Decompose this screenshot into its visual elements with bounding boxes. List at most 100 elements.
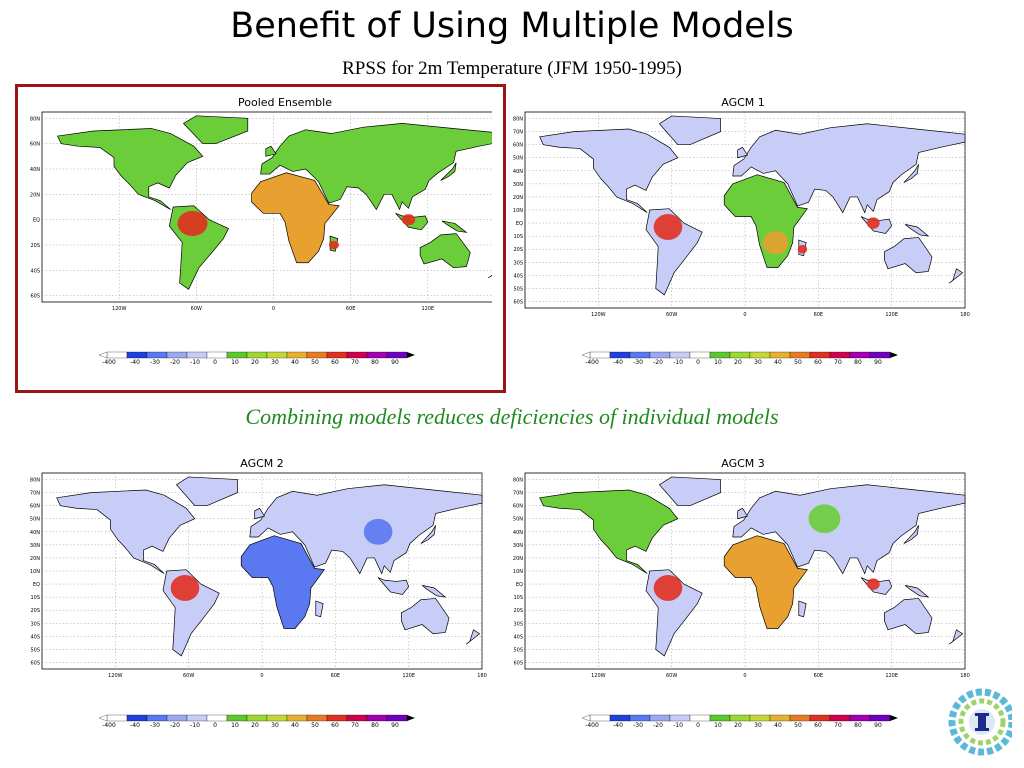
colorbar-label: 10 xyxy=(231,359,239,366)
lon-tick-label: 60E xyxy=(814,312,824,318)
uk-landmass xyxy=(254,507,265,520)
lat-tick-label: 50S xyxy=(513,647,523,653)
lon-tick-label: 0 xyxy=(260,673,263,679)
colorbar-swatch xyxy=(126,351,148,359)
lat-tick-label: 10S xyxy=(513,595,523,601)
colorbar-label: 30 xyxy=(271,722,279,729)
lat-tick-label: 60S xyxy=(30,660,40,666)
colorbar-swatch xyxy=(186,351,208,359)
japan-landmass xyxy=(420,525,436,544)
colorbar-swatch xyxy=(206,351,228,359)
colorbar-swatch xyxy=(749,714,771,722)
colorbar-swatch xyxy=(669,351,691,359)
colorbar-label: -400 xyxy=(585,722,599,729)
lon-tick-label: 180 xyxy=(477,673,487,679)
lon-tick-label: 60W xyxy=(666,673,677,679)
colorbar-swatch xyxy=(689,714,711,722)
colorbar-swatch xyxy=(589,351,611,359)
colorbar-label: -40 xyxy=(130,722,140,729)
skill-patch xyxy=(363,518,393,545)
land-masses xyxy=(56,476,483,657)
colorbar-swatch xyxy=(286,714,308,722)
lat-tick-label: 60S xyxy=(513,660,523,666)
lat-tick-label: 10S xyxy=(30,595,40,601)
colorbar-label: 0 xyxy=(213,359,217,366)
colorbar-swatch xyxy=(306,714,328,722)
lon-tick-label: 0 xyxy=(743,673,746,679)
colorbar-label: 30 xyxy=(271,359,279,366)
colorbar-swatch xyxy=(366,714,388,722)
colorbar-label: -10 xyxy=(190,359,200,366)
colorbar-label: 80 xyxy=(371,722,379,729)
lat-tick-label: 30N xyxy=(513,182,523,188)
north-america-landmass xyxy=(539,128,679,213)
skill-patch xyxy=(170,575,200,601)
colorbar-swatch xyxy=(186,714,208,722)
panel-title: Pooled Ensemble xyxy=(238,96,332,109)
colorbar-label: 90 xyxy=(874,722,882,729)
colorbar-label: 40 xyxy=(774,359,782,366)
skill-patch xyxy=(653,575,683,601)
lat-tick-label: 40N xyxy=(513,169,523,175)
colorbar-label: 80 xyxy=(854,359,862,366)
colorbar-label: 70 xyxy=(351,722,359,729)
institution-logo xyxy=(948,688,1012,756)
lat-tick-label: 60S xyxy=(513,299,523,305)
skill-patch xyxy=(177,210,208,237)
lat-tick-label: 80N xyxy=(513,478,523,484)
colorbar-swatch xyxy=(809,351,831,359)
land-masses xyxy=(539,476,966,657)
colorbar-label: 70 xyxy=(834,722,842,729)
lat-tick-label: 70N xyxy=(30,491,40,497)
colorbar-swatch xyxy=(326,351,348,359)
colorbar-label: 50 xyxy=(311,722,319,729)
skill-patch xyxy=(762,231,789,255)
colorbar-label: 40 xyxy=(774,722,782,729)
colorbar-swatch xyxy=(789,714,811,722)
colorbar-label: 60 xyxy=(814,722,822,729)
colorbar-arrow-left xyxy=(581,714,591,722)
colorbar-label: 70 xyxy=(834,359,842,366)
colorbar-label: 60 xyxy=(331,359,339,366)
lat-tick-label: 60N xyxy=(513,504,523,510)
greenland-landmass xyxy=(182,115,249,145)
north-america-landmass xyxy=(56,489,196,574)
colorbar-label: -10 xyxy=(673,722,683,729)
colorbar-swatch xyxy=(829,714,851,722)
japan-landmass xyxy=(903,164,919,183)
colorbar-swatch xyxy=(306,351,328,359)
colorbar-swatch xyxy=(649,351,671,359)
colorbar-swatch xyxy=(869,351,891,359)
colorbar-swatch xyxy=(106,351,128,359)
colorbar-label: 0 xyxy=(213,722,217,729)
lon-tick-label: 180 xyxy=(960,312,970,318)
colorbar-label: -20 xyxy=(653,722,663,729)
colorbar-swatch xyxy=(106,714,128,722)
colorbar-label: 20 xyxy=(251,359,259,366)
colorbar-label: 50 xyxy=(311,359,319,366)
japan-landmass xyxy=(440,162,457,181)
lat-tick-label: EQ xyxy=(33,582,40,588)
lon-tick-label: 60E xyxy=(331,673,341,679)
new-guinea-landmass xyxy=(421,585,447,598)
lat-tick-label: 20S xyxy=(513,247,523,253)
colorbar-swatch xyxy=(246,351,268,359)
colorbar-label: 10 xyxy=(714,359,722,366)
lat-tick-label: 70N xyxy=(513,130,523,136)
colorbar-swatch xyxy=(386,714,408,722)
madagascar-landmass xyxy=(798,600,807,618)
lat-tick-label: 20N xyxy=(30,192,40,198)
colorbar-label: 0 xyxy=(696,722,700,729)
land-masses xyxy=(56,115,492,290)
colorbar-swatch xyxy=(366,351,388,359)
lat-tick-label: EQ xyxy=(33,218,40,224)
colorbar-label: -400 xyxy=(585,359,599,366)
greenland-landmass xyxy=(658,476,721,507)
colorbar-swatch xyxy=(609,714,631,722)
lat-tick-label: 10N xyxy=(513,208,523,214)
panel-title: AGCM 2 xyxy=(240,457,284,470)
lat-tick-label: 60S xyxy=(30,294,40,300)
lon-tick-label: 60E xyxy=(346,306,356,312)
colorbar-label: 30 xyxy=(754,359,762,366)
colorbar-label: -40 xyxy=(130,359,140,366)
